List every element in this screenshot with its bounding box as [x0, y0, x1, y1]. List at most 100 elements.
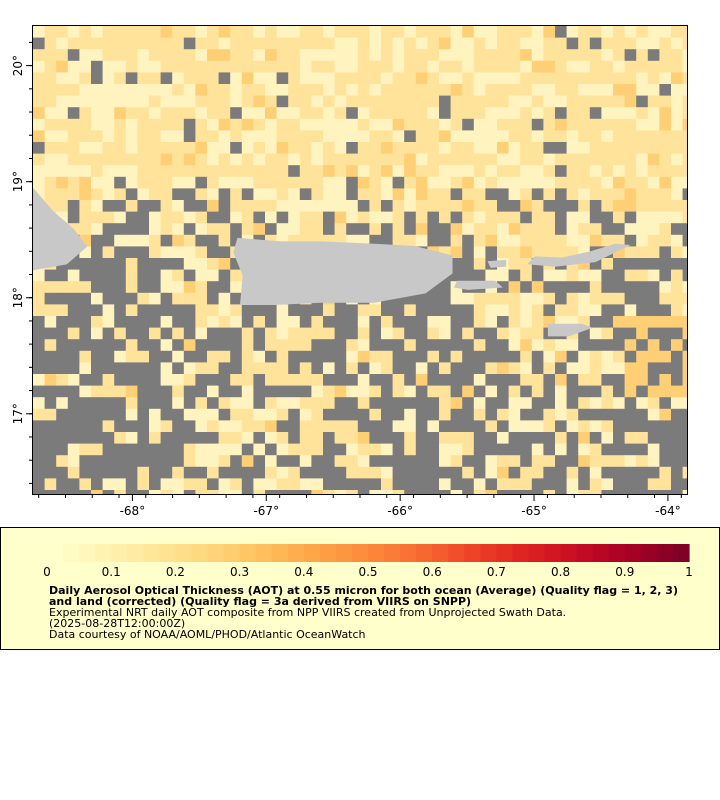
map-plot-area[interactable] [32, 25, 688, 495]
aot-pixel [578, 304, 591, 317]
aot-pixel [473, 246, 486, 259]
aot-pixel [323, 350, 335, 363]
aot-pixel [415, 153, 428, 166]
aot-pixel [647, 258, 660, 270]
aot-pixel [241, 60, 254, 73]
aot-pixel [334, 316, 347, 328]
aot-pixel [543, 37, 556, 50]
aot-pixel [601, 26, 614, 38]
aot-pixel [195, 490, 208, 494]
aot-pixel [473, 223, 486, 236]
aot-pixel [102, 165, 115, 178]
aot-pixel [323, 408, 335, 421]
aot-pixel [357, 490, 370, 494]
aot-pixel [647, 408, 660, 421]
aot-pixel [334, 200, 347, 212]
aot-pixel [543, 408, 556, 421]
aot-pixel [299, 37, 312, 50]
aot-pixel [578, 443, 591, 456]
aot-pixel [195, 362, 208, 375]
aot-pixel [311, 200, 324, 212]
aot-pixel [566, 153, 579, 166]
aot-pixel [439, 234, 451, 247]
aot-pixel [230, 304, 243, 317]
aot-pixel [207, 397, 219, 410]
aot-pixel [323, 374, 335, 386]
aot-pixel [624, 478, 637, 491]
aot-pixel [230, 60, 243, 73]
aot-pixel [125, 142, 138, 154]
aot-pixel [555, 443, 567, 456]
aot-pixel [265, 60, 277, 73]
aot-pixel [381, 374, 393, 386]
aot-pixel [543, 200, 556, 212]
aot-pixel [79, 60, 92, 73]
aot-pixel [172, 130, 185, 143]
aot-pixel [578, 49, 591, 62]
aot-pixel [497, 443, 509, 456]
aot-pixel [415, 211, 428, 224]
aot-pixel [172, 374, 185, 386]
aot-pixel [647, 153, 660, 166]
aot-pixel [44, 72, 57, 85]
aot-pixel [299, 142, 312, 154]
aot-pixel [682, 327, 687, 340]
aot-pixel [647, 432, 660, 444]
aot-pixel [555, 223, 567, 236]
aot-pixel [357, 188, 370, 201]
aot-pixel [404, 316, 417, 328]
aot-pixel [601, 49, 614, 62]
aot-pixel [241, 408, 254, 421]
aot-pixel [462, 339, 475, 352]
aot-pixel [67, 408, 80, 421]
aot-pixel [79, 188, 92, 201]
aot-pixel [56, 142, 69, 154]
aot-pixel [543, 60, 556, 73]
aot-pixel [647, 176, 660, 189]
aot-pixel [323, 490, 335, 494]
aot-pixel [67, 118, 80, 131]
aot-pixel [172, 350, 185, 363]
aot-pixel [566, 397, 579, 410]
aot-pixel [56, 350, 69, 363]
aot-pixel [555, 362, 567, 375]
aot-pixel [462, 258, 475, 270]
aot-pixel [102, 362, 115, 375]
aot-pixel [334, 49, 347, 62]
aot-pixel [67, 95, 80, 108]
aot-pixel [172, 234, 185, 247]
aot-pixel [172, 107, 185, 120]
aot-pixel [566, 188, 579, 201]
aot-pixel [473, 339, 486, 352]
aot-pixel [543, 350, 556, 363]
aot-pixel [56, 304, 69, 317]
aot-pixel [114, 269, 127, 282]
aot-pixel [299, 339, 312, 352]
aot-pixel [207, 443, 219, 456]
aot-pixel [44, 490, 57, 494]
aot-pixel [682, 118, 687, 131]
aot-pixel [137, 304, 150, 317]
aot-pixel [230, 26, 243, 38]
aot-pixel [659, 72, 672, 85]
aot-pixel [473, 107, 486, 120]
aot-pixel [218, 316, 231, 328]
aot-pixel [125, 84, 138, 96]
colorbar-tick-label: 0.8 [551, 565, 570, 579]
aot-pixel [137, 385, 150, 398]
aot-pixel [636, 420, 649, 433]
aot-pixel [682, 142, 687, 154]
aot-pixel [601, 165, 614, 178]
aot-pixel [276, 443, 289, 456]
aot-pixel [125, 350, 138, 363]
aot-pixel [91, 26, 103, 38]
aot-pixel [79, 420, 92, 433]
colorbar-swatch [159, 544, 176, 562]
aot-pixel [311, 142, 324, 154]
aot-pixel [33, 327, 45, 340]
aot-pixel [578, 211, 591, 224]
aot-pixel [462, 304, 475, 317]
aot-pixel [520, 118, 533, 131]
aot-pixel [531, 37, 544, 50]
aot-pixel [520, 107, 533, 120]
